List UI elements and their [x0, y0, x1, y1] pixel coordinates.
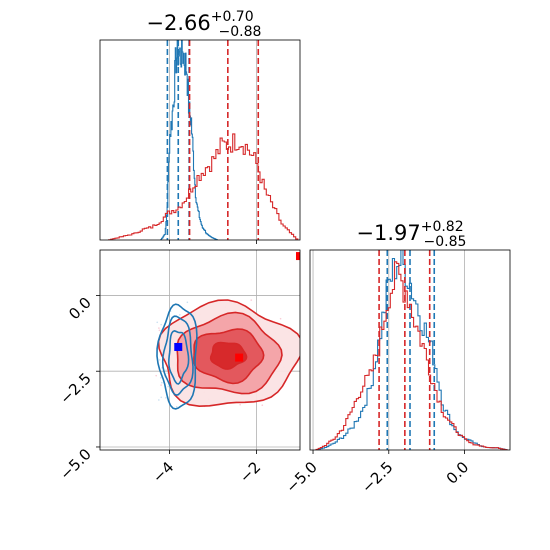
bottom-left-ytick-label-0: −5.0 — [56, 445, 94, 483]
top-left-gridlines — [169, 40, 257, 244]
sample-point — [186, 301, 189, 304]
blue-contour-1 — [161, 315, 194, 396]
sample-point — [178, 314, 181, 316]
top-left-frame — [99, 39, 301, 241]
sample-point — [239, 403, 241, 406]
bottom-right-hist-step-1 — [315, 261, 508, 450]
bottom-right-xtick-label-2: 0.0 — [443, 458, 473, 488]
top-left-title-sup: +0.70 — [211, 9, 254, 25]
sample-point — [158, 359, 161, 361]
sample-point — [165, 369, 167, 371]
top-left-content — [108, 40, 299, 240]
truth-marker — [296, 252, 300, 261]
top-left-title-sub: −0.88 — [219, 24, 262, 40]
sample-point — [160, 323, 162, 326]
sample-point — [250, 299, 253, 301]
sample-point — [156, 321, 159, 324]
bottom-right-gridlines — [312, 250, 465, 450]
bottom-left-xtick-label-1: −2 — [236, 458, 264, 486]
bottom-right-title-main: −1.97 — [356, 221, 420, 245]
bottom-right-title-sup: +0.82 — [421, 219, 464, 235]
red-marker — [235, 353, 244, 362]
sample-point — [158, 399, 160, 401]
sample-point — [160, 384, 162, 386]
sample-point — [175, 405, 178, 408]
top-left-panel: −2.66+0.70 −0.88 — [99, 9, 301, 244]
bottom-right-frame — [309, 249, 511, 451]
bottom-left-ytick-label-1: −2.5 — [56, 369, 94, 407]
bottom-right-hist-step-0 — [315, 250, 508, 450]
bottom-left-frame — [99, 249, 301, 451]
sample-point — [165, 397, 167, 399]
top-left-title-main: −2.66 — [146, 11, 210, 35]
bottom-left-xtick-label-0: −4 — [149, 458, 177, 486]
bottom-left-ytick-label-2: 0.0 — [65, 294, 95, 324]
sample-point — [161, 381, 163, 384]
sample-point — [160, 396, 163, 399]
sample-point — [158, 327, 160, 329]
sample-point — [158, 329, 161, 332]
blue-contour-0 — [167, 330, 190, 385]
bottom-right-title-sub: −0.85 — [424, 234, 467, 250]
sample-point — [159, 377, 162, 379]
bottom-right-xtick-label-1: −2.5 — [358, 458, 396, 496]
bottom-right-xticks: −5.0 −2.5 0.0 — [282, 450, 472, 497]
bottom-right-title: −1.97+0.82 — [356, 219, 463, 245]
blue-contour-2 — [156, 303, 198, 410]
sample-point — [166, 372, 169, 374]
bottom-left-panel: −4 −2 −5.0 −2.5 0.0 — [56, 249, 305, 486]
bottom-left-yticks: −5.0 −2.5 0.0 — [56, 294, 100, 484]
bottom-right-content — [315, 250, 508, 450]
blue-marker — [174, 342, 183, 351]
sample-point — [167, 385, 169, 388]
sample-point — [303, 382, 305, 384]
sample-point — [279, 317, 282, 320]
bottom-right-panel: −5.0 −2.5 0.0 −1.97+0.82 −0.85 — [282, 219, 511, 497]
sample-point — [155, 374, 157, 377]
top-left-hist-step-1 — [108, 133, 299, 240]
bottom-left-content — [155, 252, 305, 410]
red-contour-3 — [209, 341, 248, 370]
bottom-left-xticks: −4 −2 — [149, 450, 264, 486]
bottom-right-xtick-label-0: −5.0 — [282, 458, 320, 496]
sample-point — [261, 404, 264, 407]
top-left-title: −2.66+0.70 — [146, 9, 253, 35]
